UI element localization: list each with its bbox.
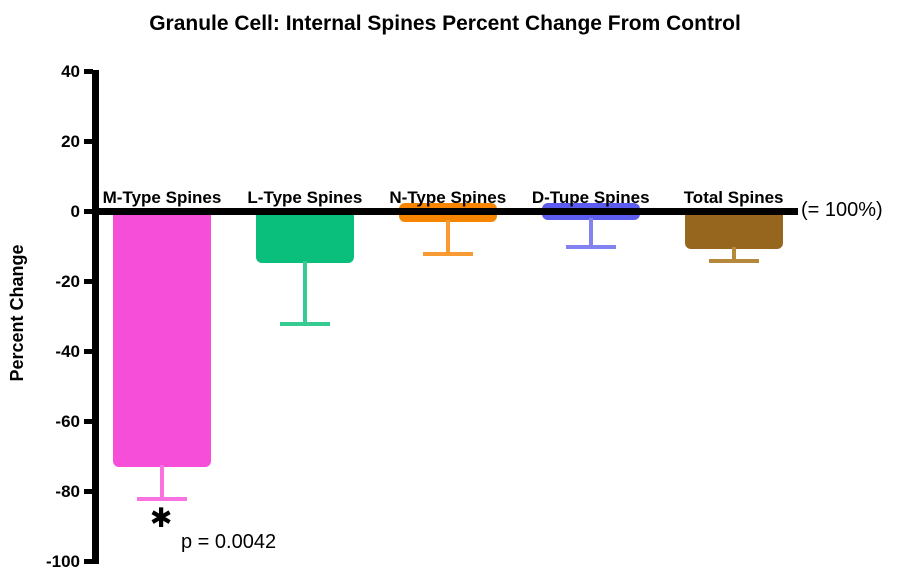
y-tick-mark [84, 489, 93, 494]
bar-total-spines [684, 209, 783, 250]
y-tick-label: 40 [61, 61, 80, 81]
error-bar-cap [422, 251, 473, 256]
y-tick-mark [84, 349, 93, 354]
baseline-note: (= 100%) [801, 199, 883, 221]
y-tick-label: 20 [61, 131, 80, 151]
significance-asterisk: ✱ [149, 503, 173, 533]
y-tick-label: -80 [55, 481, 80, 501]
y-tick-label: -40 [55, 341, 80, 361]
bar-m-type-spines [113, 209, 211, 467]
y-tick-mark [84, 209, 93, 214]
error-bar-line [588, 218, 593, 247]
y-axis-line [92, 70, 99, 564]
p-value-label: p = 0.0042 [181, 531, 277, 553]
y-tick-label: -60 [55, 411, 80, 431]
category-label: Total Spines [683, 188, 784, 207]
error-bar-cap [279, 321, 330, 326]
error-bar-cap [708, 258, 759, 263]
category-label: M-Type Spines [102, 188, 222, 207]
error-bar-line [731, 247, 736, 261]
category-label: L-Type Spines [247, 188, 363, 207]
y-tick-mark [84, 419, 93, 424]
error-bar-line [160, 465, 164, 499]
zero-baseline-line [92, 208, 798, 215]
y-tick-label: -100 [45, 551, 80, 571]
error-bar-cap [565, 244, 616, 249]
error-bar-line [302, 260, 307, 324]
error-bar-line [445, 220, 450, 254]
y-tick-mark [84, 139, 93, 144]
y-tick-mark [84, 559, 93, 564]
chart-title: Granule Cell: Internal Spines Percent Ch… [149, 12, 741, 35]
category-label: N-Type Spines [389, 188, 507, 207]
error-bar-cap [137, 496, 187, 501]
y-tick-mark [84, 69, 93, 74]
y-tick-mark [84, 279, 93, 284]
bar-l-type-spines [255, 207, 354, 263]
y-tick-label: -20 [55, 271, 80, 291]
y-tick-label: 0 [70, 201, 80, 221]
category-label: D-Tupe Spines [531, 188, 650, 207]
